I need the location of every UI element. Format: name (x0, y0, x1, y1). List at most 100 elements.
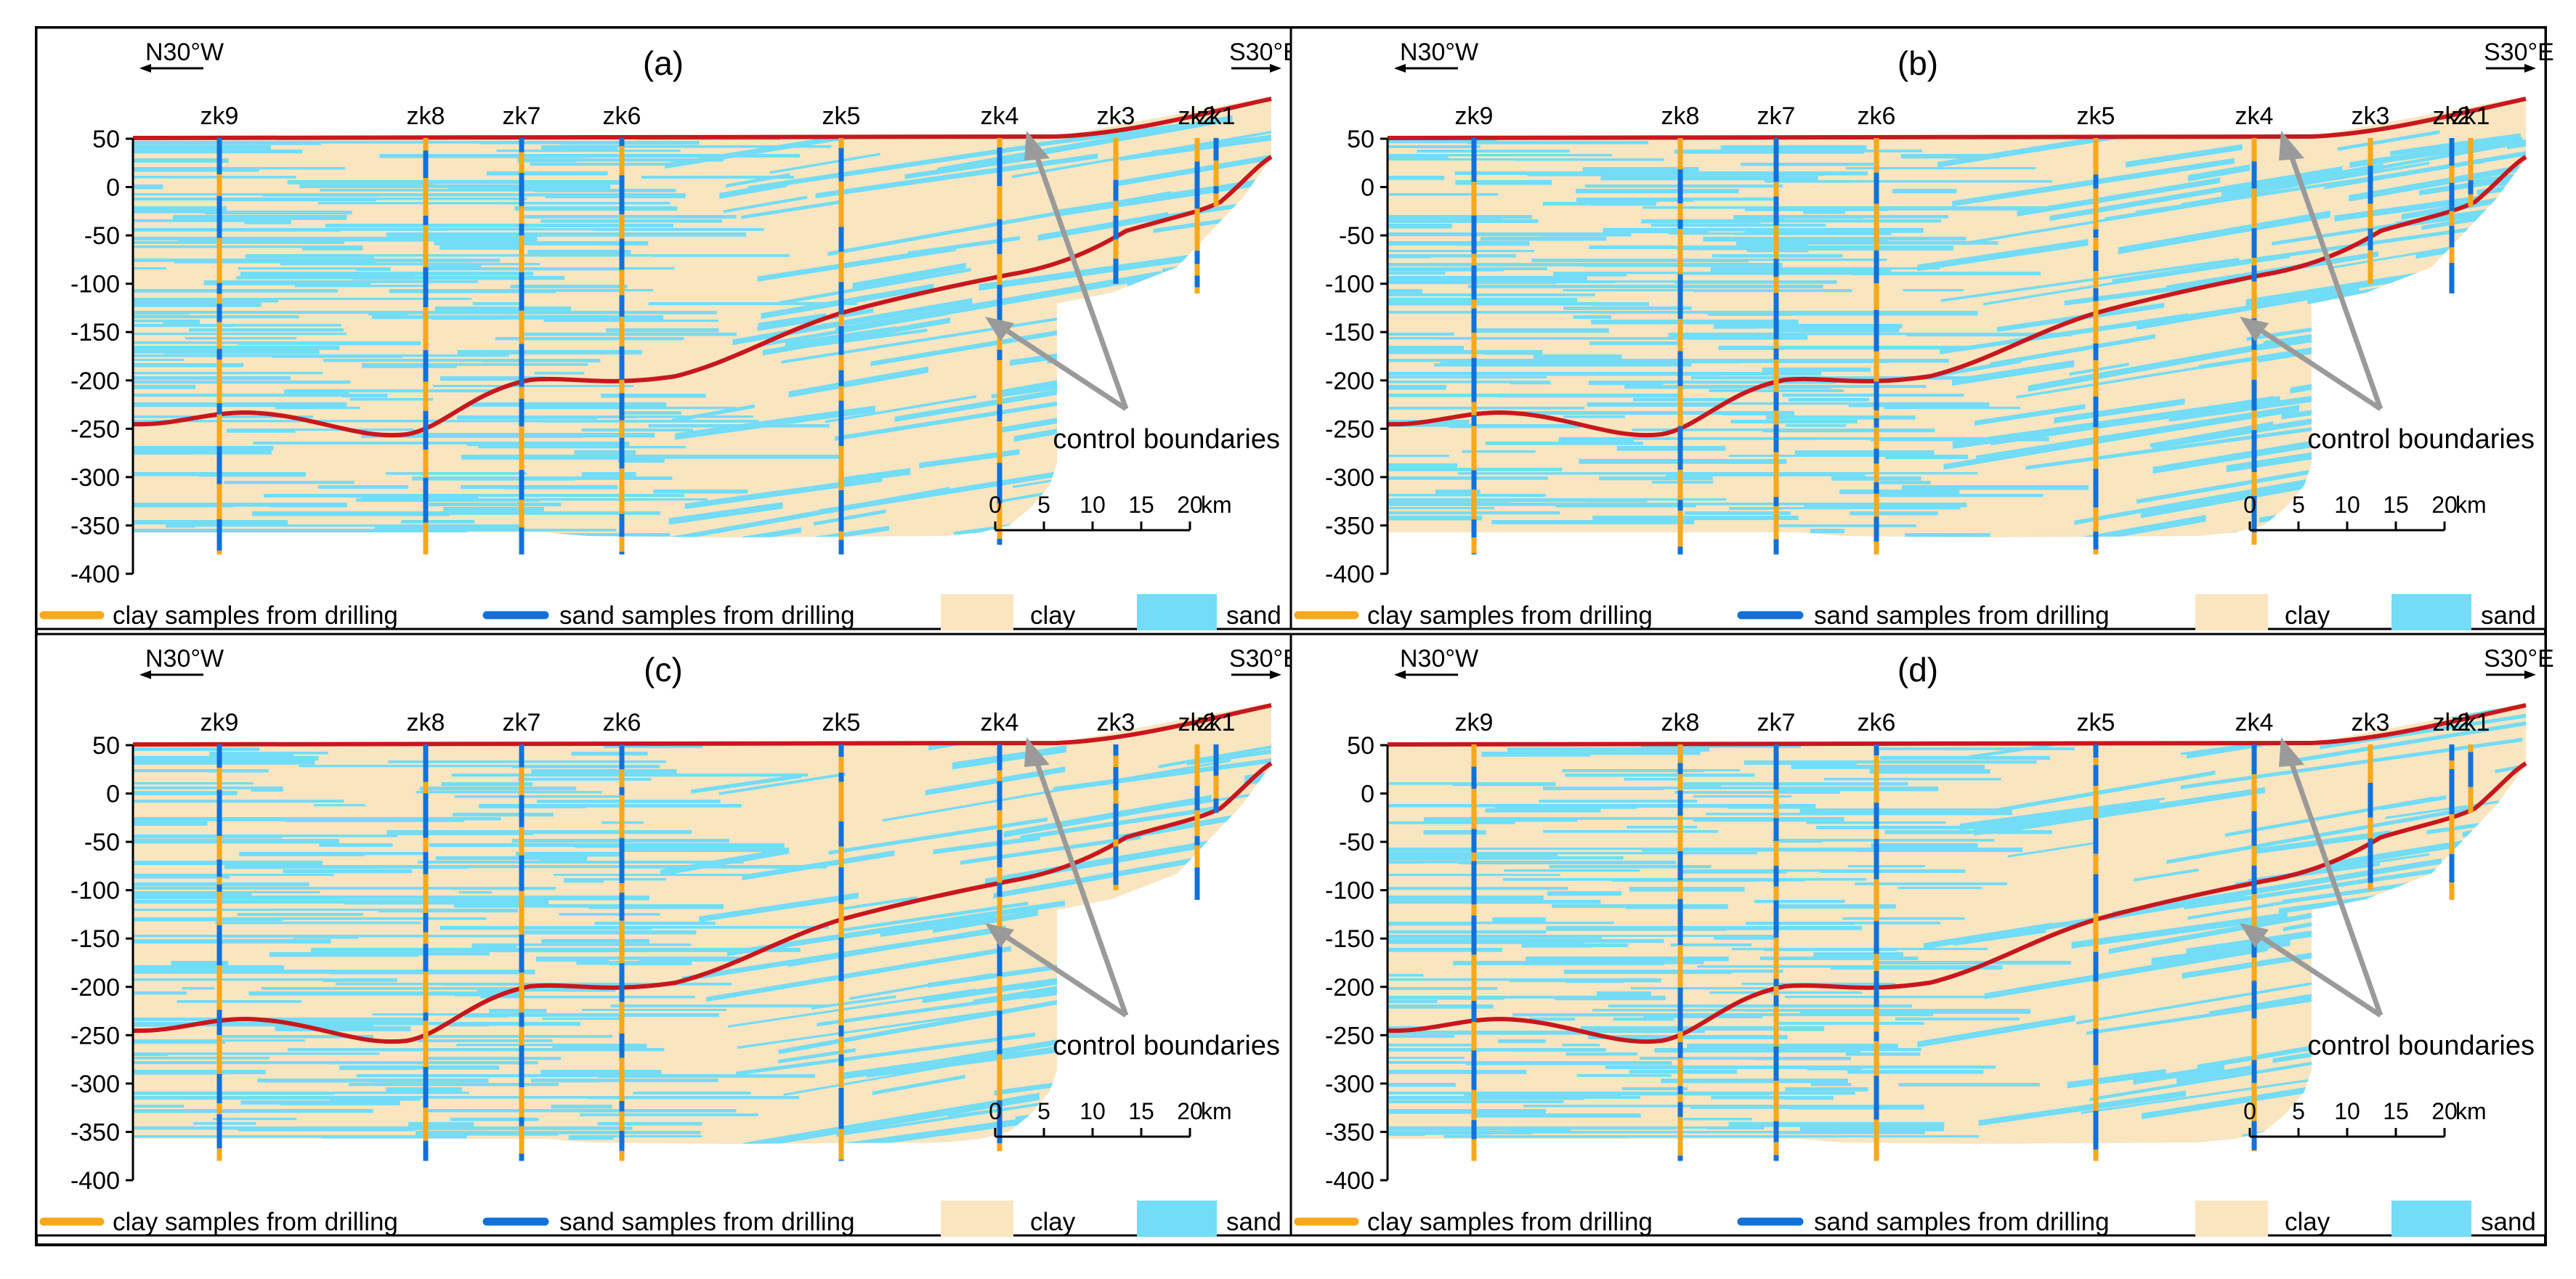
sand-band (434, 306, 572, 312)
sand-band (1820, 869, 1966, 873)
sand-band (1706, 813, 1827, 816)
well-zk4: zk4 (2235, 102, 2273, 545)
well-zk7: zk7 (1757, 102, 1795, 555)
sand-band (1800, 1126, 1944, 1132)
sand-lens (1158, 729, 1271, 768)
sand-band (504, 485, 618, 490)
sand-band (1846, 167, 2036, 170)
sand-band (1825, 171, 1868, 176)
scale-bar-label: 0 (2243, 492, 2256, 518)
sand-band (244, 219, 291, 224)
sand-band (617, 459, 665, 463)
sand-band (516, 852, 625, 857)
sand-band (1577, 817, 1694, 820)
sand-band (230, 874, 334, 877)
sand-band (1510, 411, 1724, 415)
sand-band (177, 1000, 301, 1003)
well-label: zk1 (2452, 709, 2490, 736)
direction-right: S30°E (1229, 645, 1300, 673)
sand-band (185, 337, 297, 340)
sand-band (1687, 1044, 1898, 1049)
sand-band (441, 782, 533, 787)
sand-band (1481, 752, 1531, 757)
sand-band (1543, 787, 1664, 790)
sand-band (1900, 154, 1999, 159)
sand-band (1731, 970, 1783, 973)
upper-boundary (132, 703, 1272, 747)
sand-band (1498, 1039, 1546, 1044)
sand-band (1616, 446, 1725, 451)
well-label: zk3 (2352, 709, 2390, 736)
sand-band (356, 1074, 538, 1078)
sand-band (1764, 180, 1855, 183)
well-zk9: zk9 (201, 709, 238, 1161)
sand-band (133, 363, 244, 368)
sand-band (620, 848, 786, 852)
annotation-arrow-upper (2285, 144, 2383, 410)
sand-band (527, 250, 631, 255)
well-label: zk8 (1661, 102, 1700, 130)
sand-band (1754, 1057, 1851, 1060)
sand-band (314, 804, 365, 807)
y-tick-label: 50 (1347, 126, 1374, 153)
sand-band (224, 481, 355, 484)
sand-band (133, 835, 283, 839)
sand-band (468, 865, 622, 869)
y-tick-label: 50 (92, 126, 120, 153)
sand-band (1640, 359, 1741, 364)
sand-lens (771, 328, 928, 353)
well-label: zk8 (407, 709, 445, 736)
legend-sand-sample-label: sand samples from drilling (559, 1208, 855, 1236)
sand-band (1714, 935, 1775, 940)
sand-band (1388, 394, 1498, 397)
sand-band (1388, 507, 1494, 510)
sand-band (1677, 245, 1768, 251)
control-boundaries-label: control boundaries (1053, 424, 1280, 455)
sand-band (1757, 878, 1805, 882)
sand-band (1895, 1018, 2020, 1020)
sand-band (1735, 241, 1808, 246)
sand-lens (960, 835, 1141, 865)
sand-lens (2280, 706, 2526, 766)
control-boundaries-label: control boundaries (1053, 1031, 1280, 1061)
legend: clay samples from drilling sand samples f… (39, 594, 1281, 630)
sand-band (1785, 1087, 1868, 1092)
control-boundary-arrows (2240, 737, 2383, 1018)
sand-band (605, 328, 719, 333)
sand-band (1502, 215, 1532, 219)
sand-band (1388, 896, 1466, 900)
sand-lens (2152, 432, 2364, 474)
sand-band (495, 337, 684, 341)
sand-band (421, 1096, 588, 1099)
sand-band (1730, 420, 1858, 423)
sand-lens (880, 913, 995, 938)
sand-band (417, 1065, 500, 1070)
sand-lens (2071, 912, 2288, 949)
well-zk9: zk9 (1455, 102, 1493, 555)
sand-band (456, 1044, 553, 1047)
sand-band (1707, 311, 1791, 316)
sand-band (1388, 455, 1449, 458)
sand-band (239, 852, 365, 856)
sand-lens (699, 892, 859, 922)
sand-band (133, 167, 259, 172)
legend-clay-swatch (2195, 594, 2268, 630)
sand-band (1388, 302, 1592, 306)
sand-band (1664, 787, 1774, 789)
well-zk5: zk5 (822, 709, 860, 1161)
sand-band (1721, 782, 1908, 786)
sand-band (1433, 363, 1637, 367)
sand-band (133, 341, 238, 344)
sand-band (457, 415, 597, 420)
sand-band (1589, 202, 1656, 206)
sand-band (531, 769, 677, 774)
sand-band (1693, 289, 1852, 293)
sand-band (1563, 306, 1692, 310)
sand-band (341, 394, 388, 398)
sand-band (1789, 398, 1869, 402)
sand-band (563, 987, 616, 992)
sand-band (329, 1061, 538, 1065)
sand-band (133, 354, 272, 357)
panel-d: zk9 zk8 zk7 zk6 zk5 zk4 zk3 zk2zk1500-50-100-15… (1289, 633, 2554, 1237)
sand-band (1388, 848, 1474, 852)
